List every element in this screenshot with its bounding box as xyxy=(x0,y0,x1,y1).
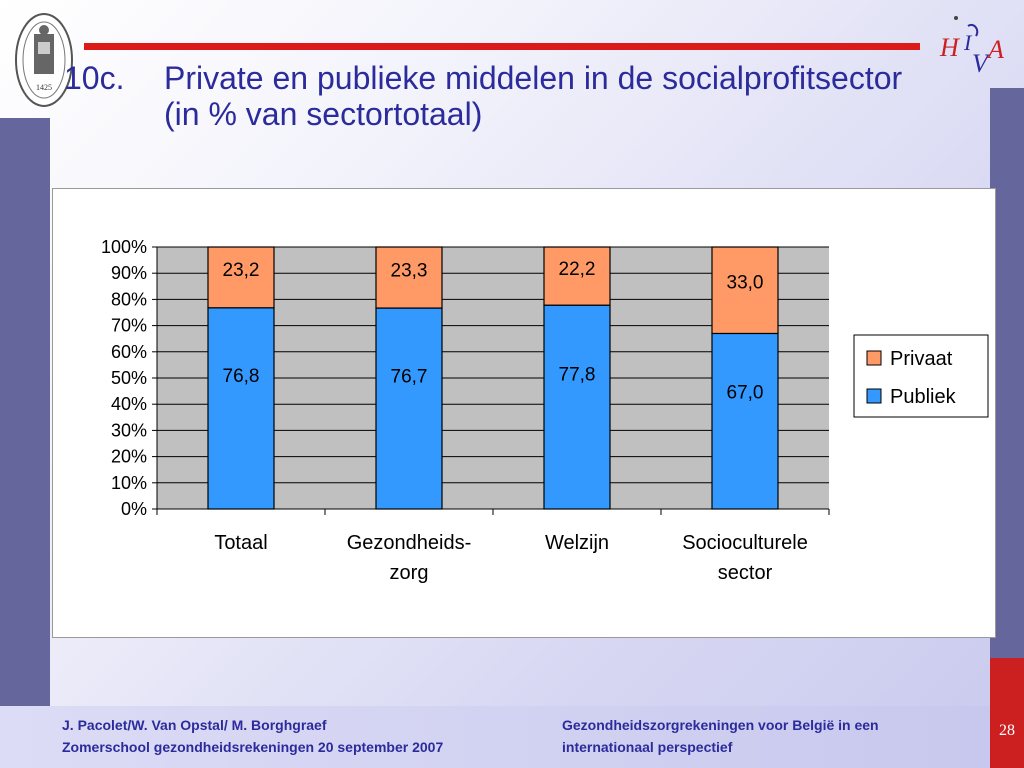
category-label: sector xyxy=(718,562,773,584)
data-label: 22,2 xyxy=(559,259,596,280)
footer-event: Zomerschool gezondheidsrekeningen 20 sep… xyxy=(62,739,444,755)
bar-segment-publiek xyxy=(375,307,443,510)
bar-segment-privaat xyxy=(711,246,779,335)
footer-right: Gezondheidszorgrekeningen voor België in… xyxy=(562,714,962,758)
stacked-bar-chart: 0% 10% 20% 30% 40% 50% 60% 70% 80% 90% 100% 76,8 23,… xyxy=(101,237,989,584)
footer-left: J. Pacolet/W. Van Opstal/ M. Borghgraef … xyxy=(62,714,443,758)
legend-label: Publiek xyxy=(890,386,957,408)
data-label: 23,2 xyxy=(223,260,260,281)
y-tick-label: 90% xyxy=(111,263,147,283)
y-tick-label: 0% xyxy=(121,499,147,519)
university-seal-logo: 1425 xyxy=(15,13,73,107)
page-number-box xyxy=(990,658,1024,768)
footer-topic-line1: Gezondheidszorgrekeningen voor België in… xyxy=(562,717,879,733)
category-label: Socioculturele xyxy=(682,532,808,554)
legend-label: Privaat xyxy=(890,348,953,370)
header-red-line xyxy=(84,43,920,50)
y-tick-label: 30% xyxy=(111,420,147,440)
y-tick-label: 20% xyxy=(111,447,147,467)
category-label: zorg xyxy=(390,562,429,584)
y-tick-label: 50% xyxy=(111,368,147,388)
category-label: Welzijn xyxy=(545,532,609,554)
y-tick-label: 70% xyxy=(111,316,147,336)
data-label: 67,0 xyxy=(727,382,764,403)
y-tick-label: 80% xyxy=(111,289,147,309)
footer-authors: J. Pacolet/W. Van Opstal/ M. Borghgraef xyxy=(62,717,327,733)
svg-text:V: V xyxy=(972,49,991,78)
y-tick-label: 40% xyxy=(111,394,147,414)
svg-text:I: I xyxy=(963,30,973,55)
left-decor-bar xyxy=(0,118,50,706)
hiva-logo: H I V A xyxy=(939,16,1004,78)
data-label: 76,8 xyxy=(223,366,260,387)
svg-text:H: H xyxy=(939,33,960,62)
bar-segment-privaat xyxy=(543,246,611,306)
svg-text:1425: 1425 xyxy=(36,83,52,92)
data-label: 77,8 xyxy=(559,365,596,386)
svg-text:A: A xyxy=(986,35,1004,64)
bar-segment-privaat xyxy=(375,246,443,309)
slide-title-text: Private en publieke middelen in de socia… xyxy=(164,60,903,132)
y-tick-label: 100% xyxy=(101,237,147,257)
bar-segment-publiek xyxy=(711,332,779,510)
data-label: 33,0 xyxy=(727,273,764,294)
bar-segment-privaat xyxy=(207,246,275,309)
category-label: Gezondheids- xyxy=(347,532,472,554)
footer-band xyxy=(0,706,990,768)
footer-topic-line2: internationaal perspectief xyxy=(562,739,733,755)
legend-swatch-publiek xyxy=(866,388,882,404)
chart-container: 0% 10% 20% 30% 40% 50% 60% 70% 80% 90% 100% 76,8 23,… xyxy=(52,188,996,638)
bar-segment-publiek xyxy=(543,304,611,510)
bar-segment-publiek xyxy=(207,307,275,510)
category-label: Totaal xyxy=(214,532,267,554)
y-tick-label: 10% xyxy=(111,473,147,493)
slide-title-number: 10c. xyxy=(64,60,125,96)
legend-swatch-privaat xyxy=(866,350,882,366)
data-label: 76,7 xyxy=(391,366,428,387)
y-tick-label: 60% xyxy=(111,342,147,362)
data-label: 23,3 xyxy=(391,260,428,281)
page-number: 28 xyxy=(999,722,1015,739)
